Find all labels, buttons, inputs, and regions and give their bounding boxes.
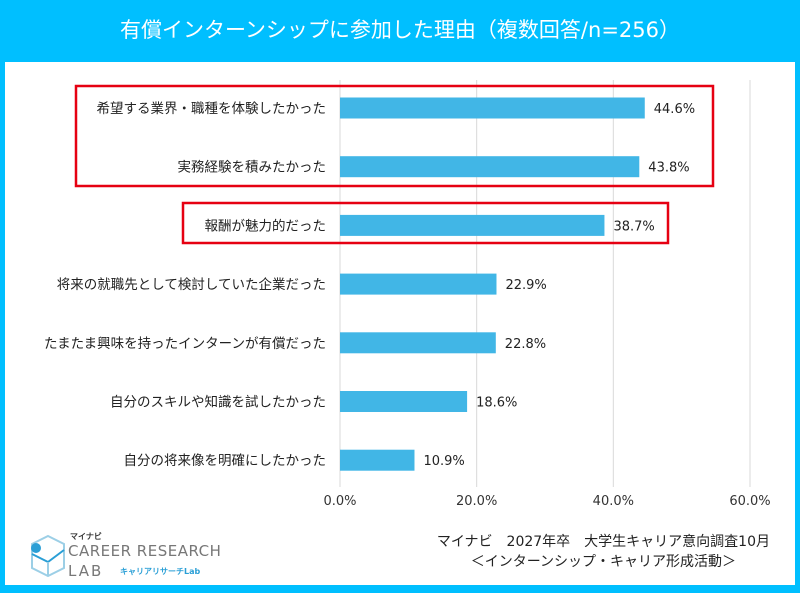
bar <box>340 273 497 295</box>
logo-main-text: CAREER RESEARCH <box>68 542 222 560</box>
source-line-2: ＜インターンシップ・キャリア形成活動＞ <box>470 554 737 570</box>
category-label: 自分の将来像を明確にしたかった <box>124 453 327 469</box>
bar <box>340 97 645 119</box>
x-tick-label: 20.0% <box>456 494 497 509</box>
data-label: 22.9% <box>505 278 546 293</box>
category-label: 報酬が魅力的だった <box>205 218 327 234</box>
category-label: 自分のスキルや知識を試したかった <box>110 394 326 411</box>
data-label: 44.6% <box>654 102 695 117</box>
bar <box>340 214 605 236</box>
x-tick-label: 0.0% <box>323 494 356 509</box>
source-line-1: マイナビ 2027年卒 大学生キャリア意向調査10月 <box>436 534 770 550</box>
data-label: 10.9% <box>423 454 464 469</box>
data-label: 43.8% <box>648 161 689 176</box>
bar <box>340 332 496 354</box>
category-label: 希望する業界・職種を体験したかった <box>97 101 327 117</box>
source-note: マイナビ 2027年卒 大学生キャリア意向調査10月 ＜インターンシップ・キャリ… <box>437 532 770 572</box>
category-label: 将来の就職先として検討していた企業だった <box>57 276 326 293</box>
data-label: 38.7% <box>613 219 654 234</box>
category-label: たまたま興味を持ったインターンが有償だった <box>44 336 326 352</box>
logo-top-text: マイナビ <box>70 532 102 541</box>
x-tick-label: 60.0% <box>729 494 770 509</box>
data-label: 18.6% <box>476 396 517 411</box>
logo-kana-text: キャリアリサーチLab <box>120 567 201 576</box>
cube-logo-icon <box>31 534 65 578</box>
data-label: 22.8% <box>505 337 546 352</box>
career-research-lab-logo: マイナビ CAREER RESEARCH LAB キャリアリサーチLab <box>28 532 228 584</box>
bar <box>340 449 415 471</box>
category-label: 実務経験を積みたかった <box>178 160 327 176</box>
highlight-box <box>74 84 715 188</box>
logo-lab-text: LAB <box>68 562 104 580</box>
bar <box>340 391 468 412</box>
bar <box>340 156 640 178</box>
x-tick-label: 40.0% <box>593 494 634 509</box>
highlight-box <box>181 201 670 245</box>
chart-panel <box>5 62 795 585</box>
chart-title: 有償インターンシップに参加した理由（複数回答/n=256） <box>119 18 680 42</box>
